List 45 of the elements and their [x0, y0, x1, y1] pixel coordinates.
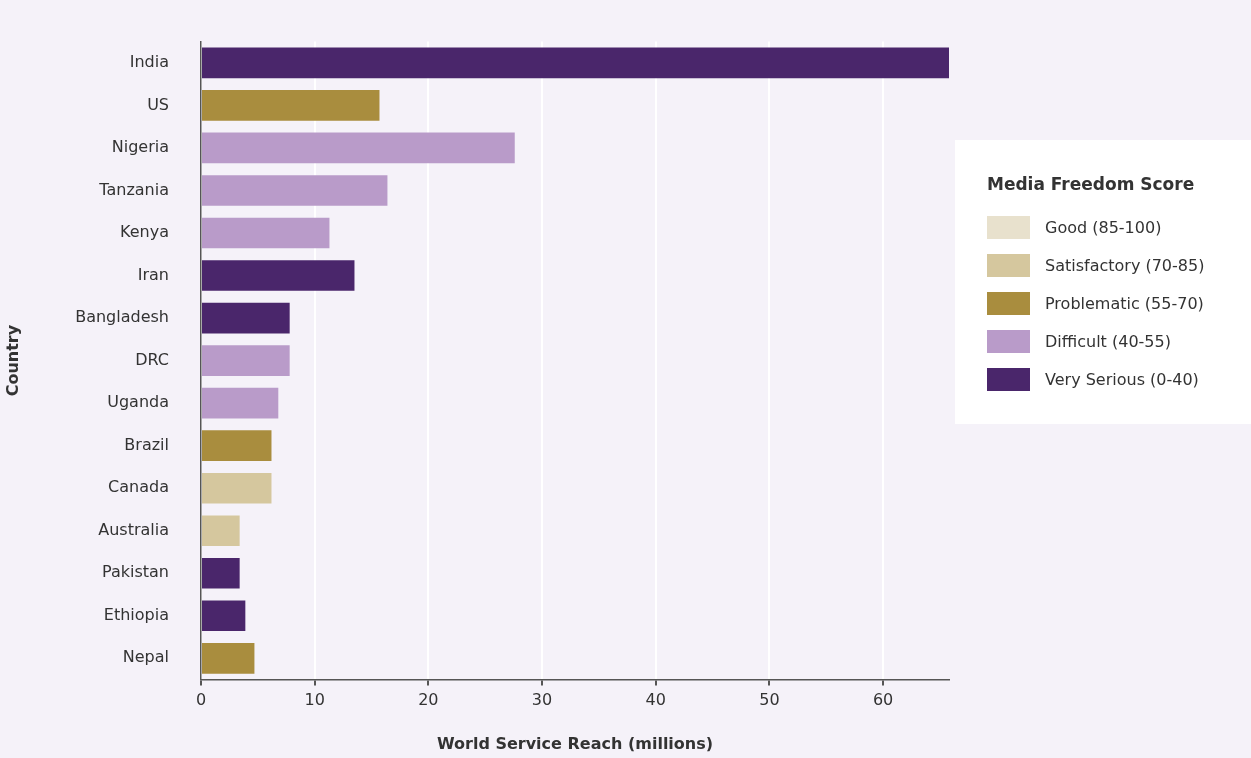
legend-label: Satisfactory (70-85) — [1045, 255, 1205, 275]
y-tick-label: Tanzania — [98, 179, 169, 199]
bar — [202, 387, 279, 419]
y-tick-label: Pakistan — [102, 562, 169, 582]
y-tick-label: Bangladesh — [75, 307, 169, 327]
x-tick-label: 20 — [418, 690, 439, 710]
x-tick-label: 30 — [531, 690, 553, 710]
legend-title: Media Freedom Score — [987, 174, 1196, 194]
y-tick-label: DRC — [135, 349, 169, 369]
bar — [202, 515, 240, 547]
x-tick-label: 40 — [645, 690, 666, 710]
bar — [202, 302, 290, 334]
y-tick-label: Nepal — [122, 647, 169, 667]
x-tick-label: 10 — [304, 690, 325, 710]
bar — [202, 345, 290, 376]
bar — [202, 430, 272, 461]
x-axis-title: World Service Reach (millions) — [436, 733, 714, 753]
legend-label: Difficult (40-55) — [1045, 331, 1171, 351]
y-tick-label: Ethiopia — [103, 604, 169, 624]
y-tick-label: Kenya — [120, 222, 169, 242]
y-tick-label: US — [147, 94, 169, 114]
y-tick-label: Canada — [108, 477, 169, 497]
y-tick-label: Brazil — [124, 434, 169, 454]
bar — [202, 132, 515, 164]
y-axis-title: Country — [2, 324, 22, 397]
bar — [202, 90, 380, 121]
bar — [202, 175, 388, 206]
bar — [202, 472, 272, 504]
y-tick-label: Uganda — [107, 392, 169, 412]
bar — [202, 600, 246, 632]
bar — [202, 260, 355, 291]
x-tick-label: 60 — [872, 690, 894, 710]
y-tick-label: Australia — [98, 519, 169, 539]
bar — [202, 557, 240, 589]
legend-label: Very Serious (0-40) — [1045, 369, 1199, 389]
bar — [202, 643, 255, 674]
x-tick-label: 0 — [195, 690, 207, 710]
x-tick-label: 50 — [759, 690, 780, 710]
bar — [202, 47, 949, 79]
y-tick-label: India — [129, 52, 169, 72]
bar — [202, 217, 330, 249]
y-tick-label: Iran — [137, 264, 169, 284]
y-tick-label: Nigeria — [111, 137, 169, 157]
legend-label: Problematic (55-70) — [1045, 293, 1204, 313]
legend-label: Good (85-100) — [1045, 217, 1162, 237]
